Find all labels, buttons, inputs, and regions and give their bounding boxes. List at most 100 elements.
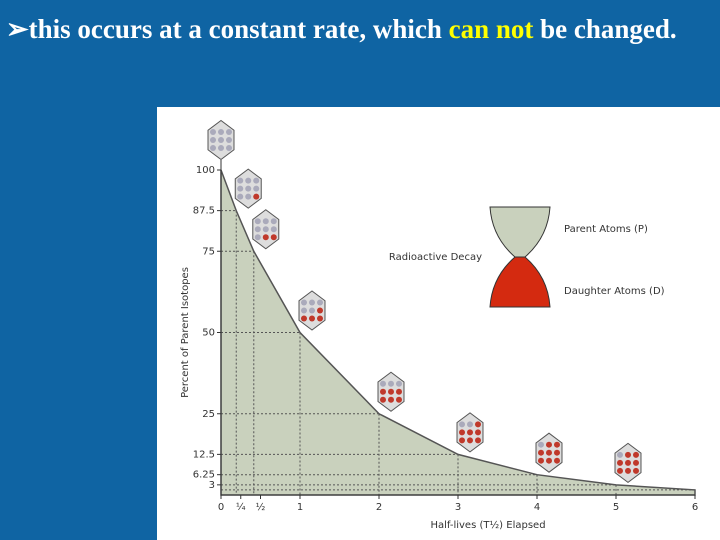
- atom: [237, 185, 244, 192]
- atom: [617, 451, 623, 458]
- title-highlight: can not: [448, 14, 534, 44]
- atom: [538, 457, 544, 464]
- atom: [396, 388, 402, 395]
- atom: [237, 177, 244, 184]
- atom: [226, 137, 232, 143]
- atom: [459, 421, 465, 428]
- y-tick-label: 100: [196, 165, 215, 176]
- atom: [254, 226, 261, 233]
- atom: [210, 145, 216, 151]
- atom: [538, 449, 544, 456]
- atom: [301, 307, 307, 314]
- atom: [262, 226, 269, 233]
- atom: [210, 129, 216, 135]
- title-text: be changed.: [540, 14, 677, 44]
- x-axis-label: Half-lives (T½) Elapsed: [430, 519, 545, 531]
- atom: [254, 234, 261, 241]
- y-tick-label: 50: [202, 328, 215, 339]
- x-tick-label: 2: [376, 502, 382, 513]
- atom: [625, 467, 631, 474]
- atom: [538, 441, 544, 448]
- atom: [253, 177, 260, 184]
- atom: [554, 449, 560, 456]
- atom: [317, 299, 323, 306]
- atom: [245, 185, 252, 192]
- bullet: ➢: [6, 14, 29, 44]
- atom: [554, 457, 560, 464]
- x-tick-label: 3: [455, 502, 461, 513]
- atom: [475, 437, 481, 444]
- atom: [262, 234, 269, 241]
- atom: [467, 437, 473, 444]
- atom: [301, 299, 307, 306]
- atom: [633, 467, 639, 474]
- y-tick-label: 75: [202, 246, 215, 257]
- atom: [617, 467, 623, 474]
- atom: [218, 129, 224, 135]
- atom: [475, 421, 481, 428]
- atom: [467, 429, 473, 436]
- x-tick-label: 5: [613, 502, 619, 513]
- legend-parent: Parent Atoms (P): [564, 224, 648, 235]
- atom: [270, 218, 277, 225]
- x-tick-label: ½: [256, 501, 266, 513]
- atom: [625, 459, 631, 466]
- atom: [218, 145, 224, 151]
- atom: [388, 380, 394, 387]
- hourglass-bottom: [489, 256, 551, 308]
- atom: [459, 437, 465, 444]
- atom: [633, 459, 639, 466]
- atom: [270, 234, 277, 241]
- atom: [301, 315, 307, 322]
- x-tick-label: 1: [297, 502, 303, 513]
- atom: [475, 429, 481, 436]
- atom: [317, 315, 323, 322]
- atom: [254, 218, 261, 225]
- legend-daughter: Daughter Atoms (D): [564, 286, 665, 297]
- atom: [218, 137, 224, 143]
- atom: [467, 421, 473, 428]
- atom: [380, 388, 386, 395]
- atom: [309, 299, 315, 306]
- atom: [396, 396, 402, 403]
- atom: [388, 396, 394, 403]
- atom: [459, 429, 465, 436]
- y-tick-label: 12.5: [193, 449, 215, 460]
- atom: [226, 145, 232, 151]
- y-tick-label: 25: [202, 409, 215, 420]
- atom: [546, 457, 552, 464]
- atom: [380, 396, 386, 403]
- atom: [253, 185, 260, 192]
- legend-process: Radioactive Decay: [389, 252, 482, 263]
- title-text: this occurs at a constant rate, which: [28, 14, 442, 44]
- atom: [617, 459, 623, 466]
- y-axis-label: Percent of Parent Isotopes: [180, 267, 191, 398]
- y-tick-label: 87.5: [193, 206, 215, 217]
- atom: [309, 307, 315, 314]
- slide-title: ➢this occurs at a constant rate, which c…: [6, 8, 720, 50]
- atom: [396, 380, 402, 387]
- y-tick-label: 6.25: [193, 470, 215, 481]
- atom: [237, 193, 244, 200]
- atom: [546, 449, 552, 456]
- x-tick-label: ¼: [236, 501, 246, 513]
- atom: [633, 451, 639, 458]
- atom: [226, 129, 232, 135]
- y-tick-label: 3: [209, 480, 215, 491]
- atom: [245, 193, 252, 200]
- atom: [309, 315, 315, 322]
- atom: [388, 388, 394, 395]
- atom: [554, 441, 560, 448]
- atom: [380, 380, 386, 387]
- atom: [317, 307, 323, 314]
- atom: [625, 451, 631, 458]
- atom: [270, 226, 277, 233]
- atom: [546, 441, 552, 448]
- x-tick-label: 6: [692, 502, 698, 513]
- atom: [245, 177, 252, 184]
- atom: [210, 137, 216, 143]
- atom: [262, 218, 269, 225]
- atom: [253, 193, 260, 200]
